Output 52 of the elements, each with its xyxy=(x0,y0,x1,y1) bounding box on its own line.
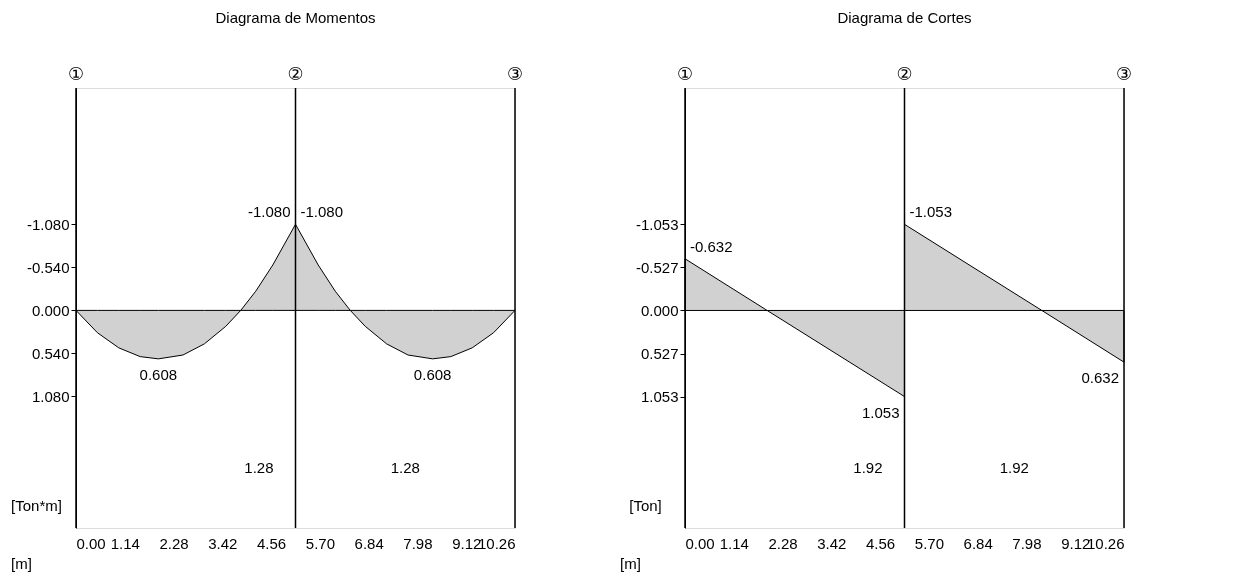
y-axis-title: [Ton*m] xyxy=(11,496,62,514)
data-label: -1.053 xyxy=(909,203,953,221)
x-tick-label: 7.98 xyxy=(1012,534,1042,552)
x-tick-label: 0.00 xyxy=(76,534,106,552)
x-tick-label: 5.70 xyxy=(914,534,944,552)
data-label: -1.080 xyxy=(300,203,344,221)
data-label: 1.053 xyxy=(861,403,900,421)
data-label: 0.608 xyxy=(413,365,452,383)
x-tick-label: 3.42 xyxy=(208,534,238,552)
x-tick-label: 1.14 xyxy=(719,534,749,552)
y-axis-title: [Ton] xyxy=(629,496,662,514)
y-tick-label: 1.080 xyxy=(31,387,70,405)
chart-title: Diagrama de Momentos xyxy=(215,9,376,26)
ref-line-label: ② xyxy=(287,63,304,84)
x-tick-label: 6.84 xyxy=(963,534,993,552)
x-axis-title: [m] xyxy=(11,554,32,572)
y-tick-label: 0.540 xyxy=(31,344,70,362)
ref-line-label: ① xyxy=(67,63,85,84)
annotation: 1.28 xyxy=(390,459,420,476)
ref-line-label: ① xyxy=(676,63,694,84)
ref-line-label: ③ xyxy=(506,63,524,84)
y-tick-label: 0.527 xyxy=(640,345,679,363)
data-label: 0.608 xyxy=(139,365,178,383)
ref-line-label: ② xyxy=(896,63,913,84)
x-tick-label: 2.28 xyxy=(768,534,798,552)
annotation: 1.92 xyxy=(999,459,1029,476)
x-tick-label: 6.84 xyxy=(354,534,384,552)
x-tick-label: 4.56 xyxy=(866,534,896,552)
x-tick-label: 0.00 xyxy=(685,534,715,552)
chart-title: Diagrama de Cortes xyxy=(837,9,972,26)
data-label: 0.632 xyxy=(1081,369,1119,387)
x-tick-label: 5.70 xyxy=(305,534,335,552)
x-tick-label: 9.12 xyxy=(452,534,482,552)
x-tick-label: 7.98 xyxy=(403,534,433,552)
x-axis-title: [m] xyxy=(620,554,641,572)
x-tick-label: 4.56 xyxy=(257,534,287,552)
y-tick-label: 0.000 xyxy=(31,301,70,319)
y-tick-label: -0.527 xyxy=(635,258,679,276)
y-tick-label: 0.000 xyxy=(640,301,679,319)
x-tick-label: 1.14 xyxy=(110,534,140,552)
x-tick-label: 9.12 xyxy=(1061,534,1091,552)
y-tick-label: 1.053 xyxy=(640,388,679,406)
x-tick-label: 3.42 xyxy=(817,534,847,552)
annotation: 1.28 xyxy=(244,459,274,476)
ref-line-label: ③ xyxy=(1115,63,1133,84)
data-label: -1.080 xyxy=(247,203,291,221)
data-label: -0.632 xyxy=(690,237,733,255)
annotation: 1.92 xyxy=(853,459,883,476)
y-tick-label: -1.080 xyxy=(26,215,70,233)
y-tick-label: -1.053 xyxy=(635,215,679,233)
x-tick-label: 2.28 xyxy=(159,534,189,552)
y-tick-label: -0.540 xyxy=(26,258,70,276)
